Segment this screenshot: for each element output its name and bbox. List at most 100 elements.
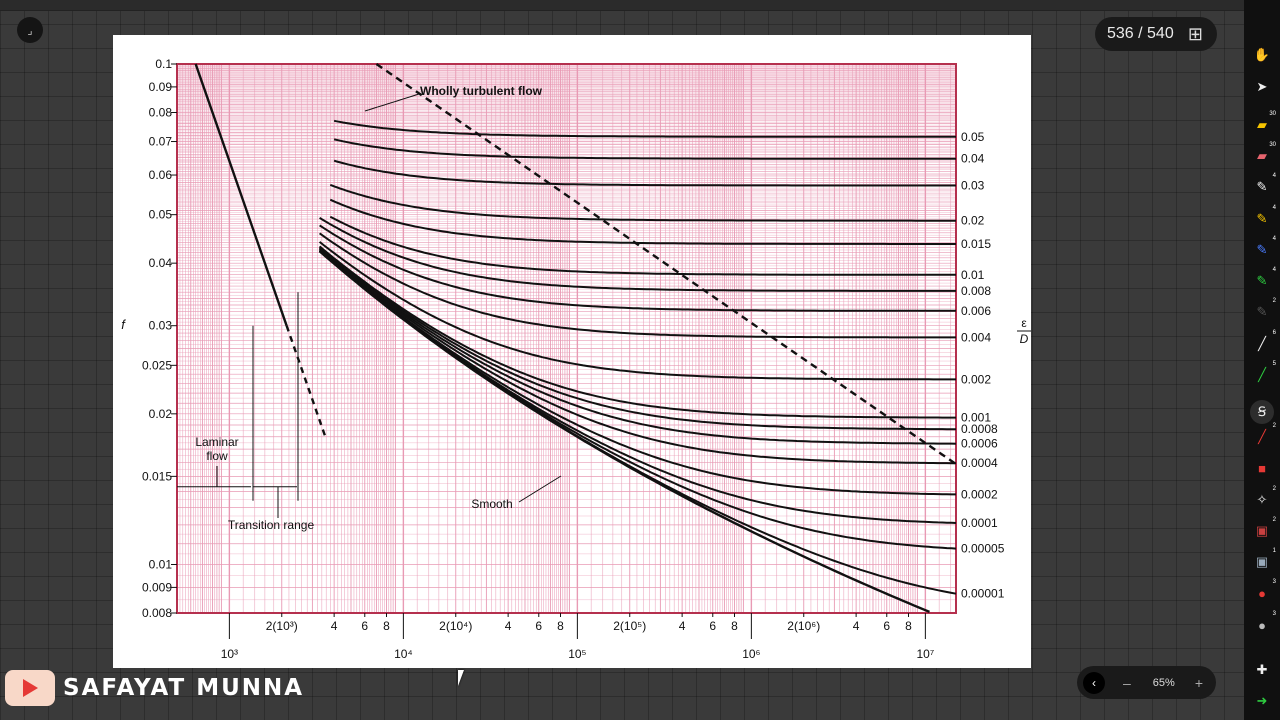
line-white-icon[interactable]: ╱ 6 — [1258, 330, 1276, 351]
y-axis-label: f — [121, 317, 126, 332]
grid-icon[interactable]: ⊞ — [1187, 23, 1203, 44]
y-tick-label: 0.06 — [149, 168, 173, 182]
roughness-label: 0.0008 — [961, 422, 998, 436]
x-minor-tick-label: 8 — [383, 619, 390, 633]
y-tick-label: 0.08 — [149, 106, 173, 120]
roughness-curves — [318, 119, 957, 595]
roughness-curve — [319, 217, 956, 292]
tool-size-badge: 3 — [1272, 611, 1276, 617]
annotation-toolbar: ✋ ➤ ▰ 30 ▰ 30 ✎ 4 ✎ 4 ✎ 4 ✎ 4 ✎ 2 ╱ 6 ╱ 5 Ꞩ ╱ 2 ■ ✧ 2 ▣ 2 ▣ 1 ● 3 ● 3 ✚ ➜ — [1244, 0, 1280, 720]
hand-icon[interactable]: ✋ — [1253, 47, 1271, 62]
channel-name: SAFAYAT MUNNA — [63, 675, 305, 701]
eraser-red-icon[interactable]: ■ — [1258, 460, 1266, 476]
y-tick-label: 0.05 — [149, 208, 173, 222]
document-page: 0.1 0.09 0.08 0.07 0.06 0.05 0.04 0.03 0.025 0.02… — [113, 35, 1031, 668]
y-tick-label: 0.04 — [149, 256, 173, 270]
add-page-icon[interactable]: ✚ — [1256, 662, 1268, 677]
moody-chart: 0.1 0.09 0.08 0.07 0.06 0.05 0.04 0.03 0.025 0.02… — [121, 57, 1031, 661]
roughness-label: 0.0002 — [961, 487, 998, 501]
dot-red-icon[interactable]: ● 3 — [1258, 579, 1276, 601]
line-red-icon[interactable]: ╱ 2 — [1258, 423, 1276, 444]
y-tick-label: 0.025 — [142, 358, 172, 372]
laminar-line — [194, 63, 288, 327]
pen-yellow-icon[interactable]: ✎ 4 — [1256, 205, 1276, 226]
x-minor-tick-label: 8 — [905, 619, 912, 633]
y-tick-label: 0.008 — [142, 606, 172, 620]
channel-brand: SAFAYAT MUNNA — [0, 667, 304, 709]
laminar-line-dashed — [285, 325, 327, 438]
tool-size-badge: 2 — [1272, 517, 1276, 523]
next-icon[interactable]: ➜ — [1256, 693, 1268, 708]
x-minor-tick-label: 6 — [883, 619, 890, 633]
x-minor-tick-label: 8 — [557, 619, 564, 633]
roughness-curve — [318, 249, 956, 496]
roughness-label: 0.001 — [961, 411, 991, 425]
x-major-tick-label: 10⁴ — [394, 647, 413, 661]
x-minor-tick-label: 6 — [709, 619, 716, 633]
roughness-label: 0.00005 — [961, 542, 1005, 556]
x-minor-tick-label: 2(10⁵) — [613, 619, 646, 633]
laminar-label: flow — [206, 449, 228, 463]
laser-pointer-icon[interactable]: ✧ 2 — [1256, 486, 1276, 507]
roughness-curve — [319, 232, 956, 339]
roughness-curve — [329, 215, 956, 276]
roughness-curve — [318, 247, 957, 445]
y-tick-label: 0.03 — [149, 319, 173, 333]
shape-white-icon[interactable]: ▣ 1 — [1255, 548, 1276, 569]
tool-size-badge: 6 — [1272, 330, 1276, 336]
roughness-label: 0.002 — [961, 372, 991, 386]
x-minor-tick-label: 6 — [361, 619, 368, 633]
roughness-label: 0.02 — [961, 214, 985, 228]
zoom-out-button[interactable]: – — [1123, 674, 1131, 691]
line-green-icon[interactable]: ╱ 5 — [1258, 361, 1276, 382]
roughness-label: 0.01 — [961, 268, 985, 282]
tool-size-badge: 5 — [1272, 361, 1276, 367]
x-major-tick-label: 10⁶ — [742, 647, 760, 661]
smooth-pipe-curve — [318, 250, 930, 614]
pen-black-icon[interactable]: ✎ 2 — [1256, 298, 1276, 319]
play-logo-icon — [5, 670, 55, 706]
tool-size-badge: 4 — [1272, 236, 1276, 242]
home-button[interactable]: ⌟ — [17, 17, 43, 43]
dot-white-icon[interactable]: ● 3 — [1258, 611, 1276, 633]
pen-white-icon[interactable]: ✎ 4 — [1256, 173, 1276, 194]
wholly-turbulent-label: Wholly turbulent flow — [420, 84, 543, 98]
tool-size-badge: 2 — [1272, 423, 1276, 429]
tool-size-badge: 2 — [1272, 298, 1276, 304]
home-icon: ⌟ — [27, 24, 33, 37]
roughness-curve — [318, 248, 956, 465]
roughness-label: 0.008 — [961, 284, 991, 298]
pen-green-icon[interactable]: ✎ 4 — [1256, 267, 1276, 288]
roughness-curve — [333, 119, 956, 138]
roughness-label: 0.00001 — [961, 587, 1005, 601]
highlighter-yellow-icon[interactable]: ▰ 30 — [1257, 111, 1276, 132]
y-tick-label: 0.09 — [149, 80, 173, 94]
roughness-curve — [318, 250, 957, 550]
x-minor-tick-label: 4 — [679, 619, 686, 633]
mouse-cursor-icon — [458, 670, 464, 686]
y-tick-label: 0.1 — [155, 57, 172, 71]
smooth-leader — [518, 475, 562, 503]
lasso-icon[interactable]: Ꞩ — [1250, 400, 1274, 424]
pointer-icon[interactable]: ➤ — [1256, 79, 1268, 94]
tool-size-badge: 2 — [1272, 486, 1276, 492]
wholly-turbulent-leader — [364, 93, 420, 112]
y-tick-label: 0.009 — [142, 580, 172, 594]
y-tick-label: 0.02 — [149, 407, 173, 421]
page-number: 536 / 540 — [1107, 25, 1174, 42]
shape-red-icon[interactable]: ▣ 2 — [1255, 517, 1276, 538]
y-tick-label: 0.01 — [149, 557, 173, 571]
x-minor-tick-label: 8 — [731, 619, 738, 633]
x-minor-tick-label: 4 — [331, 619, 338, 633]
chevron-left-icon[interactable]: ‹ — [1083, 671, 1105, 694]
pen-blue-icon[interactable]: ✎ 4 — [1256, 236, 1276, 257]
zoom-level: 65% — [1152, 676, 1175, 689]
laminar-label: Laminar — [195, 435, 238, 449]
page-counter[interactable]: 536 / 540 ⊞ — [1095, 17, 1217, 51]
roughness-label: 0.0004 — [961, 456, 998, 470]
highlighter-red-icon[interactable]: ▰ 30 — [1257, 142, 1276, 163]
zoom-in-button[interactable]: + — [1194, 674, 1204, 691]
window-top-strip — [0, 0, 1244, 11]
roughness-curve — [318, 246, 956, 431]
roughness-curve — [329, 183, 956, 222]
